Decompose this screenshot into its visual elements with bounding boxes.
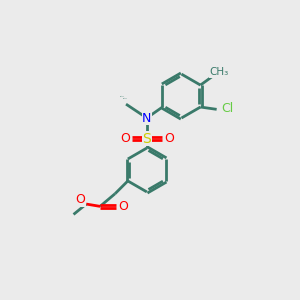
Text: N: N: [142, 112, 152, 124]
Text: methyl: methyl: [122, 98, 127, 99]
Text: CH₃: CH₃: [210, 68, 229, 77]
Text: Cl: Cl: [221, 102, 233, 116]
Text: O: O: [164, 132, 174, 145]
Text: methyl: methyl: [120, 96, 125, 97]
Text: S: S: [142, 132, 151, 146]
Text: O: O: [120, 132, 130, 145]
Text: O: O: [119, 200, 129, 213]
Text: O: O: [76, 193, 85, 206]
